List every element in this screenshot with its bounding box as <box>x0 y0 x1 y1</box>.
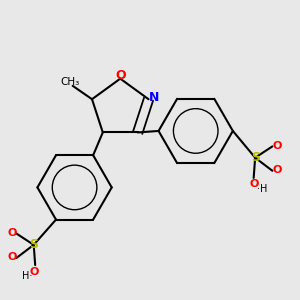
Text: O: O <box>115 69 126 82</box>
Text: O: O <box>250 179 259 189</box>
Text: ·H: ·H <box>257 184 267 194</box>
Text: S: S <box>251 151 260 164</box>
Text: CH₃: CH₃ <box>61 77 80 87</box>
Text: S: S <box>29 238 38 251</box>
Text: N: N <box>149 91 159 104</box>
Text: O: O <box>7 252 16 262</box>
Text: H·: H· <box>22 272 32 281</box>
Text: O: O <box>30 267 39 277</box>
Text: O: O <box>7 228 16 238</box>
Text: O: O <box>272 141 282 151</box>
Text: O: O <box>272 165 282 175</box>
